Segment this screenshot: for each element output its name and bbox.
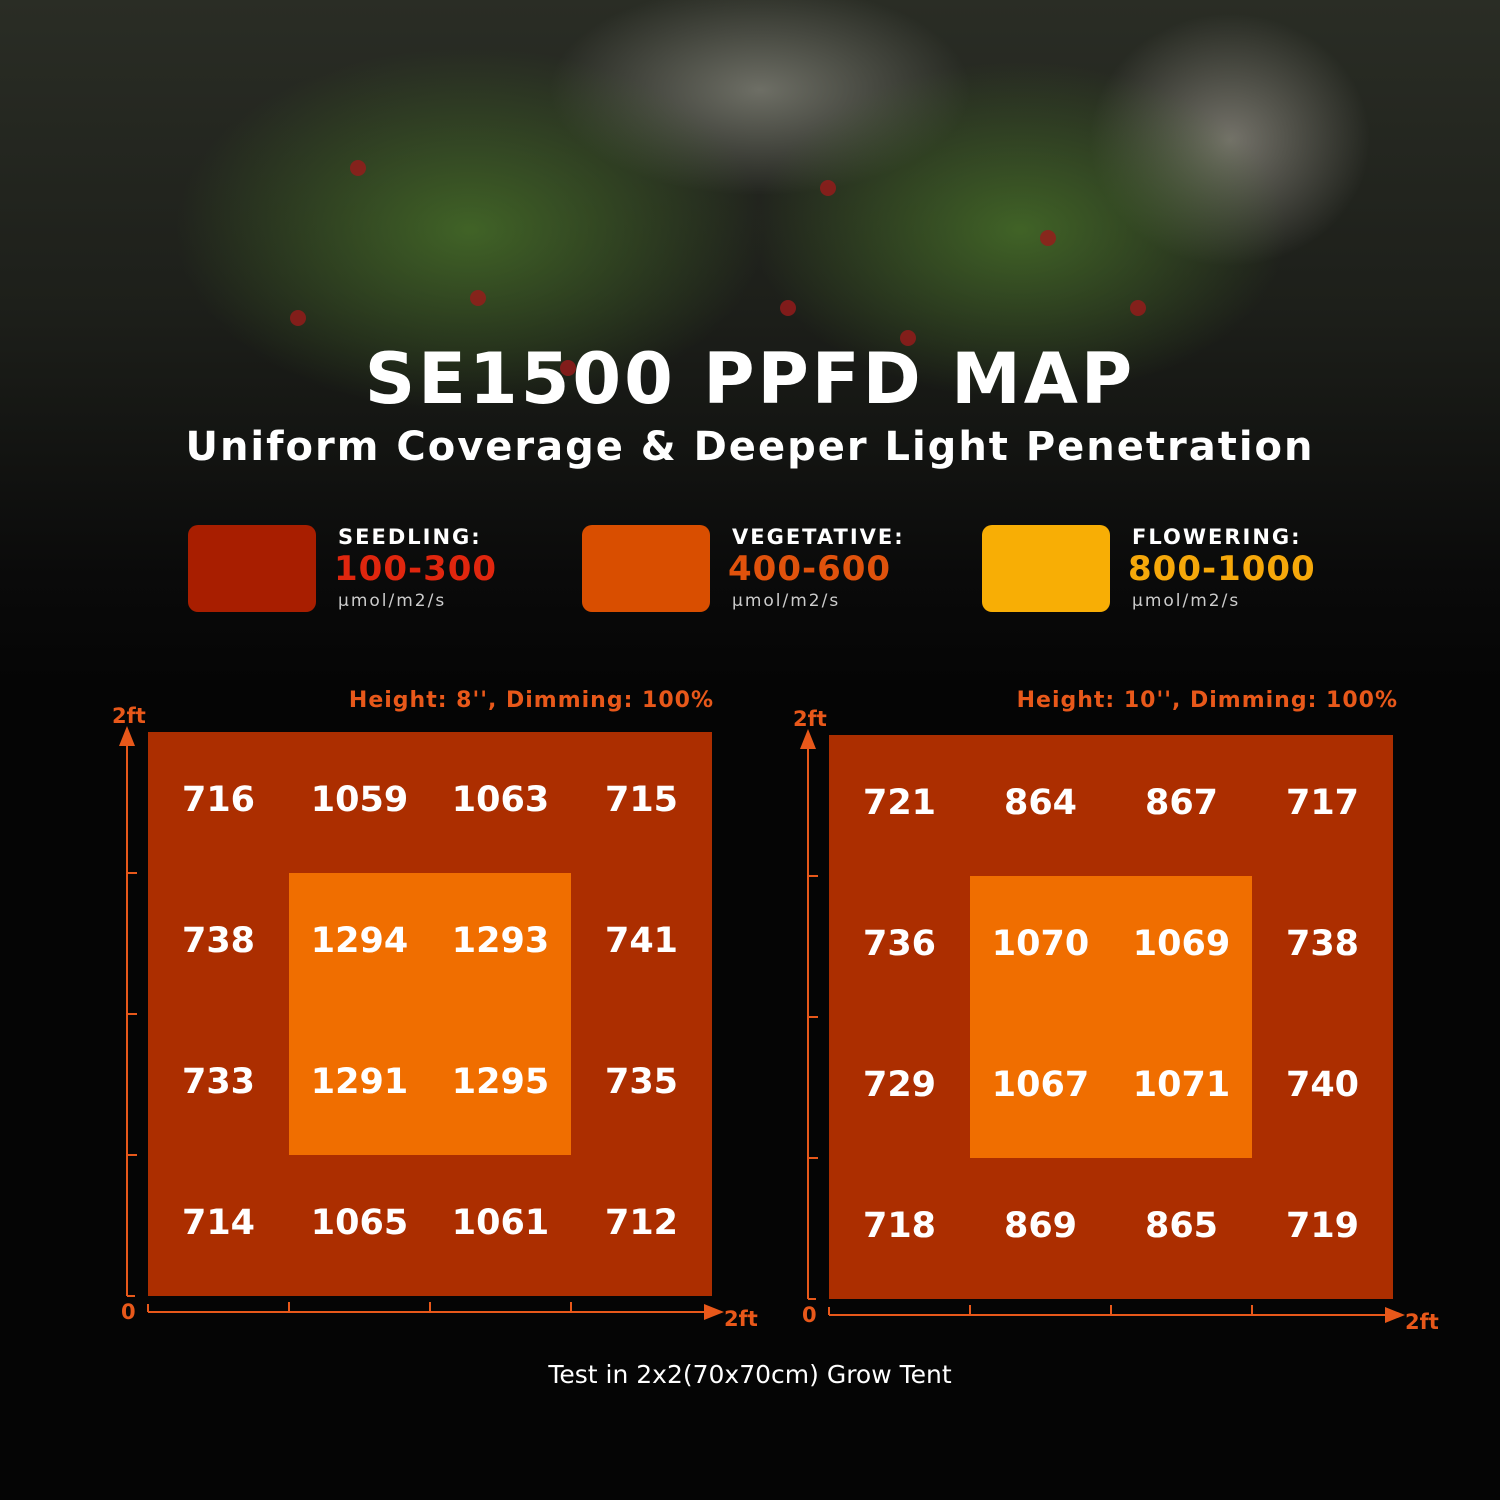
ppfd-value: 733 [181,1061,256,1102]
legend-range: 100-300 [334,549,498,589]
ppfd-value: 864 [1003,782,1078,823]
ppfd-value: 1069 [1132,923,1231,964]
page-title: SE1500 PPFD MAP [364,338,1136,420]
ppfd-value: 717 [1285,782,1360,823]
legend-range: 400-600 [728,549,892,589]
footer-note: Test in 2x2(70x70cm) Grow Tent [548,1360,952,1389]
ppfd-value: 716 [181,779,256,820]
ppfd-value: 719 [1285,1205,1360,1246]
x-axis-max-label: 2ft [724,1307,758,1331]
legend-unit: μmol/m2/s [338,591,447,611]
legend-swatch [188,525,316,612]
ppfd-value: 1295 [451,1061,550,1102]
legend-name: VEGETATIVE: [732,525,905,549]
ppfd-value: 1067 [991,1064,1090,1105]
page-subtitle: Uniform Coverage & Deeper Light Penetrat… [185,424,1315,470]
legend-name: FLOWERING: [1132,525,1302,549]
ppfd-value: 1061 [451,1202,550,1243]
legend-range: 800-1000 [1128,549,1316,589]
y-axis-max-label: 2ft [112,704,146,728]
heatmap-center-zone [970,876,1252,1158]
ppfd-value: 1059 [310,779,409,820]
ppfd-value: 865 [1144,1205,1219,1246]
ppfd-value: 1294 [310,920,409,961]
x-axis-arrow [1385,1307,1405,1323]
origin-label: 0 [121,1300,136,1324]
chart-title-8in: Height: 8'', Dimming: 100% [348,688,714,713]
ppfd-value: 1065 [310,1202,409,1243]
ppfd-value: 740 [1285,1064,1360,1105]
x-axis-arrow [704,1304,724,1320]
legend-swatch [582,525,710,612]
ppfd-value: 729 [862,1064,937,1105]
heatmap-center-zone [289,873,571,1155]
ppfd-value: 718 [862,1205,937,1246]
ppfd-value: 1070 [991,923,1090,964]
ppfd-value: 1291 [310,1061,409,1102]
ppfd-value: 712 [604,1202,679,1243]
x-axis-max-label: 2ft [1405,1310,1439,1334]
ppfd-value: 869 [1003,1205,1078,1246]
legend-unit: μmol/m2/s [1132,591,1241,611]
ppfd-value: 736 [862,923,937,964]
ppfd-value: 721 [862,782,937,823]
ppfd-value: 1071 [1132,1064,1231,1105]
ppfd-value: 1293 [451,920,550,961]
ppfd-value: 738 [1285,923,1360,964]
ppfd-value: 714 [181,1202,256,1243]
origin-label: 0 [802,1303,817,1327]
ppfd-value: 741 [604,920,679,961]
ppfd-value: 738 [181,920,256,961]
ppfd-value: 715 [604,779,679,820]
legend-swatch [982,525,1110,612]
ppfd-value: 867 [1144,782,1219,823]
ppfd-value: 1063 [451,779,550,820]
y-axis-max-label: 2ft [793,707,827,731]
chart-title-10in: Height: 10'', Dimming: 100% [1016,688,1398,713]
y-axis-arrow [119,726,135,746]
ppfd-value: 735 [604,1061,679,1102]
legend-name: SEEDLING: [338,525,482,549]
legend-unit: μmol/m2/s [732,591,841,611]
y-axis-arrow [800,729,816,749]
